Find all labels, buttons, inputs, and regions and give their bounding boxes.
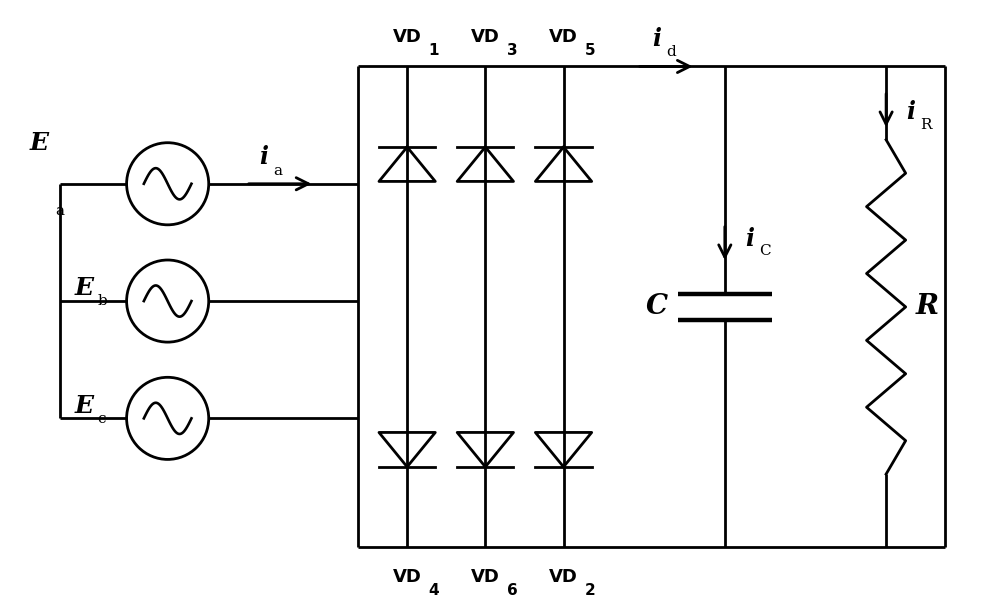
Text: R: R <box>916 294 939 321</box>
Text: i: i <box>259 145 268 169</box>
Text: a: a <box>273 164 282 178</box>
Text: d: d <box>666 45 676 59</box>
Text: VD: VD <box>471 568 500 585</box>
Text: 5: 5 <box>585 43 596 58</box>
Text: VD: VD <box>393 568 422 585</box>
Text: 4: 4 <box>429 582 439 597</box>
Text: b: b <box>97 294 107 308</box>
Text: i: i <box>906 100 915 124</box>
Text: a: a <box>56 204 65 218</box>
Text: i: i <box>652 27 661 51</box>
Text: 2: 2 <box>585 582 596 597</box>
Text: c: c <box>97 411 106 426</box>
Text: 6: 6 <box>507 582 518 597</box>
Text: 1: 1 <box>429 43 439 58</box>
Text: VD: VD <box>393 28 422 46</box>
Text: 3: 3 <box>507 43 517 58</box>
Text: VD: VD <box>549 28 578 46</box>
Text: E: E <box>75 276 94 300</box>
Text: E: E <box>75 393 94 417</box>
Text: VD: VD <box>471 28 500 46</box>
Text: R: R <box>920 118 932 132</box>
Text: C: C <box>645 294 667 321</box>
Text: E: E <box>29 131 48 155</box>
Text: VD: VD <box>549 568 578 585</box>
Text: C: C <box>759 245 771 258</box>
Text: i: i <box>745 227 754 251</box>
